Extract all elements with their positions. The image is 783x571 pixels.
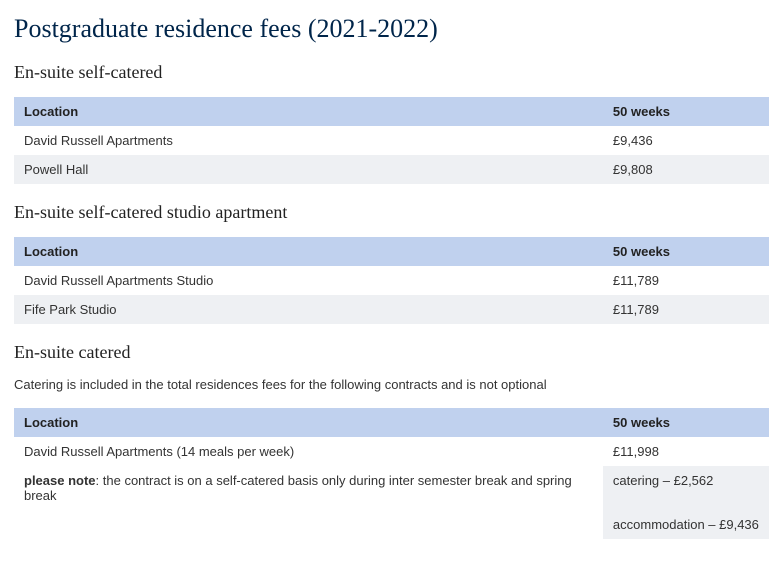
section-heading-studio: En-suite self-catered studio apartment	[14, 202, 769, 223]
col-header-location: Location	[14, 97, 603, 126]
table-row: Fife Park Studio £11,789	[14, 295, 769, 324]
cell-price: £11,789	[603, 266, 769, 295]
table-row: David Russell Apartments £9,436	[14, 126, 769, 155]
table-catered: Location 50 weeks David Russell Apartmen…	[14, 408, 769, 539]
cell-price: £11,998	[603, 437, 769, 466]
col-header-price: 50 weeks	[603, 408, 769, 437]
col-header-price: 50 weeks	[603, 97, 769, 126]
cell-location: Fife Park Studio	[14, 295, 603, 324]
table-row: Powell Hall £9,808	[14, 155, 769, 184]
note-label: please note	[24, 473, 96, 488]
table-row: David Russell Apartments Studio £11,789	[14, 266, 769, 295]
section-heading-catered: En-suite catered	[14, 342, 769, 363]
col-header-price: 50 weeks	[603, 237, 769, 266]
cell-price: £9,436	[603, 126, 769, 155]
breakdown-accommodation: accommodation – £9,436	[603, 510, 769, 539]
section-caption-catered: Catering is included in the total reside…	[14, 377, 769, 392]
note-body: : the contract is on a self-catered basi…	[24, 473, 572, 503]
table-self-catered: Location 50 weeks David Russell Apartmen…	[14, 97, 769, 184]
page-title: Postgraduate residence fees (2021-2022)	[14, 14, 769, 44]
col-header-location: Location	[14, 408, 603, 437]
table-row-note: please note: the contract is on a self-c…	[14, 466, 769, 510]
col-header-location: Location	[14, 237, 603, 266]
cell-location: David Russell Apartments Studio	[14, 266, 603, 295]
cell-location: David Russell Apartments	[14, 126, 603, 155]
table-row: David Russell Apartments (14 meals per w…	[14, 437, 769, 466]
section-heading-self-catered: En-suite self-catered	[14, 62, 769, 83]
table-studio: Location 50 weeks David Russell Apartmen…	[14, 237, 769, 324]
cell-location: Powell Hall	[14, 155, 603, 184]
breakdown-catering: catering – £2,562	[603, 466, 769, 510]
note-text: please note: the contract is on a self-c…	[14, 466, 603, 510]
cell-location: David Russell Apartments (14 meals per w…	[14, 437, 603, 466]
empty-cell	[14, 510, 603, 539]
cell-price: £9,808	[603, 155, 769, 184]
cell-price: £11,789	[603, 295, 769, 324]
table-row-breakdown: accommodation – £9,436	[14, 510, 769, 539]
